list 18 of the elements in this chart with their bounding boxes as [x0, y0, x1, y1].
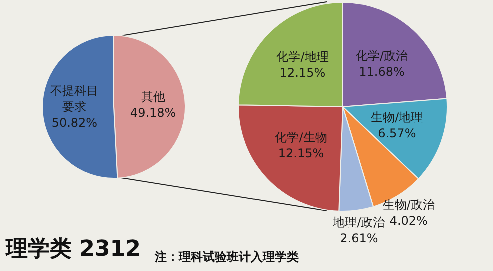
slice-label: 地理/政治	[332, 215, 386, 230]
data-label: 2.61%	[340, 231, 378, 246]
data-label: 50.82%	[52, 116, 98, 130]
data-label: 4.02%	[390, 214, 428, 228]
slice-label: 化学/生物	[275, 130, 328, 145]
text: 注：理科试验班计入理学类	[155, 249, 299, 266]
data-label: 12.15%	[280, 66, 326, 80]
data-label: 49.18%	[130, 106, 176, 120]
slice-label: 生物/地理	[371, 110, 424, 124]
text: 理学类 2312	[6, 236, 141, 264]
slice-label: 其他	[141, 90, 166, 104]
slice-label: 化学/地理	[276, 50, 329, 64]
slice-label: 化学/政治	[356, 48, 408, 63]
slice-label: 生物/政治	[382, 198, 435, 212]
data-label: 12.15%	[278, 146, 324, 161]
data-label: 6.57%	[378, 126, 416, 140]
slice-label: 不提科目要求	[50, 84, 99, 114]
data-label: 11.68%	[359, 64, 405, 79]
